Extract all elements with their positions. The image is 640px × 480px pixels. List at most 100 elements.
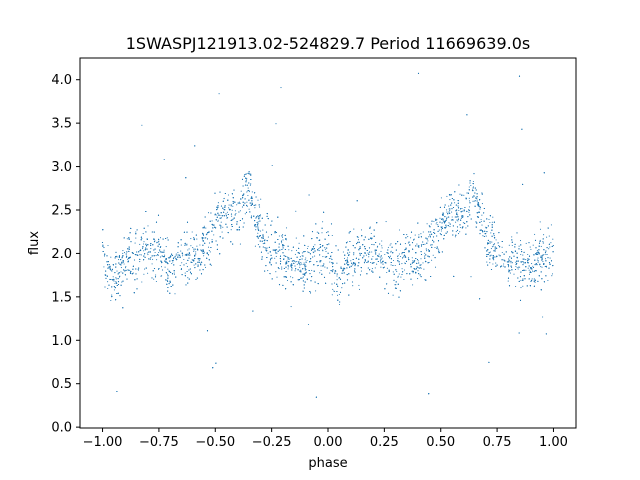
data-point bbox=[270, 258, 272, 260]
data-point bbox=[398, 229, 401, 231]
data-point bbox=[127, 258, 129, 260]
data-point bbox=[103, 247, 105, 249]
data-point bbox=[268, 246, 270, 248]
data-point bbox=[167, 273, 169, 275]
data-point bbox=[424, 255, 426, 257]
data-point bbox=[338, 303, 341, 306]
data-point bbox=[290, 267, 293, 269]
data-point bbox=[437, 248, 439, 250]
data-point bbox=[492, 263, 494, 265]
data-point bbox=[364, 246, 366, 248]
data-point bbox=[340, 266, 342, 268]
data-point bbox=[494, 250, 496, 252]
data-point bbox=[294, 253, 296, 255]
data-point bbox=[548, 248, 550, 250]
data-point bbox=[125, 253, 127, 255]
data-point bbox=[287, 258, 289, 260]
data-point bbox=[227, 194, 230, 196]
data-point bbox=[472, 180, 474, 183]
data-point bbox=[220, 221, 222, 223]
data-point bbox=[326, 256, 328, 258]
data-point bbox=[193, 250, 195, 252]
data-point bbox=[261, 240, 263, 242]
data-point bbox=[164, 266, 166, 268]
data-point bbox=[187, 249, 189, 251]
data-point bbox=[404, 243, 406, 245]
data-point bbox=[468, 200, 471, 202]
data-point bbox=[490, 248, 492, 250]
data-point bbox=[342, 251, 344, 253]
data-point bbox=[222, 226, 224, 228]
data-point bbox=[457, 220, 459, 222]
data-point bbox=[217, 219, 219, 221]
data-point bbox=[207, 246, 210, 248]
data-point bbox=[417, 278, 419, 280]
data-point bbox=[231, 209, 233, 211]
data-point bbox=[255, 217, 257, 219]
data-point bbox=[326, 232, 328, 234]
data-point bbox=[109, 268, 111, 270]
data-point bbox=[199, 258, 201, 260]
data-point bbox=[383, 266, 386, 268]
data-point bbox=[358, 288, 361, 290]
data-point bbox=[275, 231, 277, 234]
data-point bbox=[473, 200, 475, 202]
data-point bbox=[551, 275, 553, 277]
data-point bbox=[175, 253, 177, 255]
data-point bbox=[310, 258, 312, 260]
data-point bbox=[134, 279, 136, 281]
data-point bbox=[397, 283, 399, 285]
data-point bbox=[422, 231, 424, 233]
data-point bbox=[299, 256, 301, 258]
data-point bbox=[200, 273, 203, 275]
data-point bbox=[420, 258, 422, 260]
data-point bbox=[360, 229, 363, 231]
data-point bbox=[306, 247, 309, 250]
data-point bbox=[291, 269, 293, 271]
data-point bbox=[401, 253, 403, 255]
data-point bbox=[297, 269, 299, 271]
data-point bbox=[524, 262, 526, 264]
data-point bbox=[115, 281, 117, 283]
data-point bbox=[246, 201, 248, 203]
data-point bbox=[346, 257, 349, 259]
data-point bbox=[233, 217, 235, 219]
data-point bbox=[228, 204, 230, 206]
data-point bbox=[308, 251, 310, 254]
data-point bbox=[199, 261, 201, 263]
data-point bbox=[410, 237, 412, 239]
data-point bbox=[140, 254, 142, 256]
data-point bbox=[447, 213, 449, 215]
data-point bbox=[207, 212, 210, 214]
data-point bbox=[451, 211, 453, 213]
data-point bbox=[107, 287, 109, 290]
data-point bbox=[315, 290, 317, 292]
data-point bbox=[417, 260, 419, 262]
data-point bbox=[360, 270, 362, 272]
data-point bbox=[303, 262, 305, 264]
data-point bbox=[299, 270, 301, 272]
data-point bbox=[410, 263, 412, 265]
data-point bbox=[266, 240, 268, 242]
data-point bbox=[190, 245, 192, 247]
data-point bbox=[142, 246, 144, 248]
data-point bbox=[205, 237, 207, 239]
data-point bbox=[250, 173, 252, 175]
data-point bbox=[489, 262, 491, 264]
data-point bbox=[531, 270, 534, 272]
data-point bbox=[439, 233, 441, 235]
data-point bbox=[535, 253, 538, 255]
data-point bbox=[466, 192, 468, 194]
data-point bbox=[420, 266, 422, 268]
data-point bbox=[135, 231, 137, 233]
data-point bbox=[539, 228, 542, 230]
data-point bbox=[115, 278, 117, 280]
data-point bbox=[299, 266, 301, 268]
data-point bbox=[401, 268, 403, 270]
data-point bbox=[287, 256, 289, 258]
data-point bbox=[371, 251, 373, 253]
data-point bbox=[336, 279, 338, 281]
data-point bbox=[166, 237, 168, 239]
data-point bbox=[398, 253, 400, 255]
data-point bbox=[119, 263, 121, 265]
